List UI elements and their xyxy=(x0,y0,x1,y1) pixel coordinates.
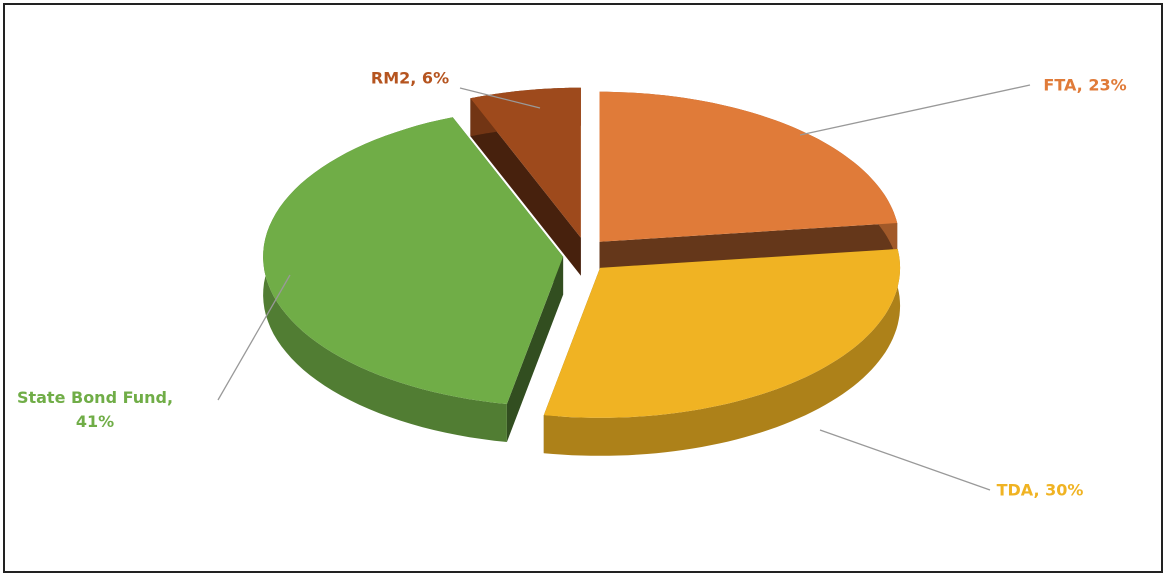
slice-side xyxy=(506,256,564,442)
slice-side xyxy=(470,98,581,276)
data-label: RM2, 6% xyxy=(370,68,450,88)
slice-wall xyxy=(543,249,901,456)
data-label: State Bond Fund, 41% xyxy=(16,388,174,431)
data-label: TDA, 30% xyxy=(996,480,1084,500)
slice xyxy=(599,91,898,242)
leader-line xyxy=(459,87,541,109)
slice xyxy=(543,249,901,418)
frame xyxy=(3,3,1163,573)
slice xyxy=(470,87,581,238)
slice xyxy=(263,117,564,404)
data-label: FTA, 23% xyxy=(1043,75,1127,95)
leader-line xyxy=(819,429,991,491)
leader-line xyxy=(799,84,1031,136)
leader-line xyxy=(217,274,291,401)
